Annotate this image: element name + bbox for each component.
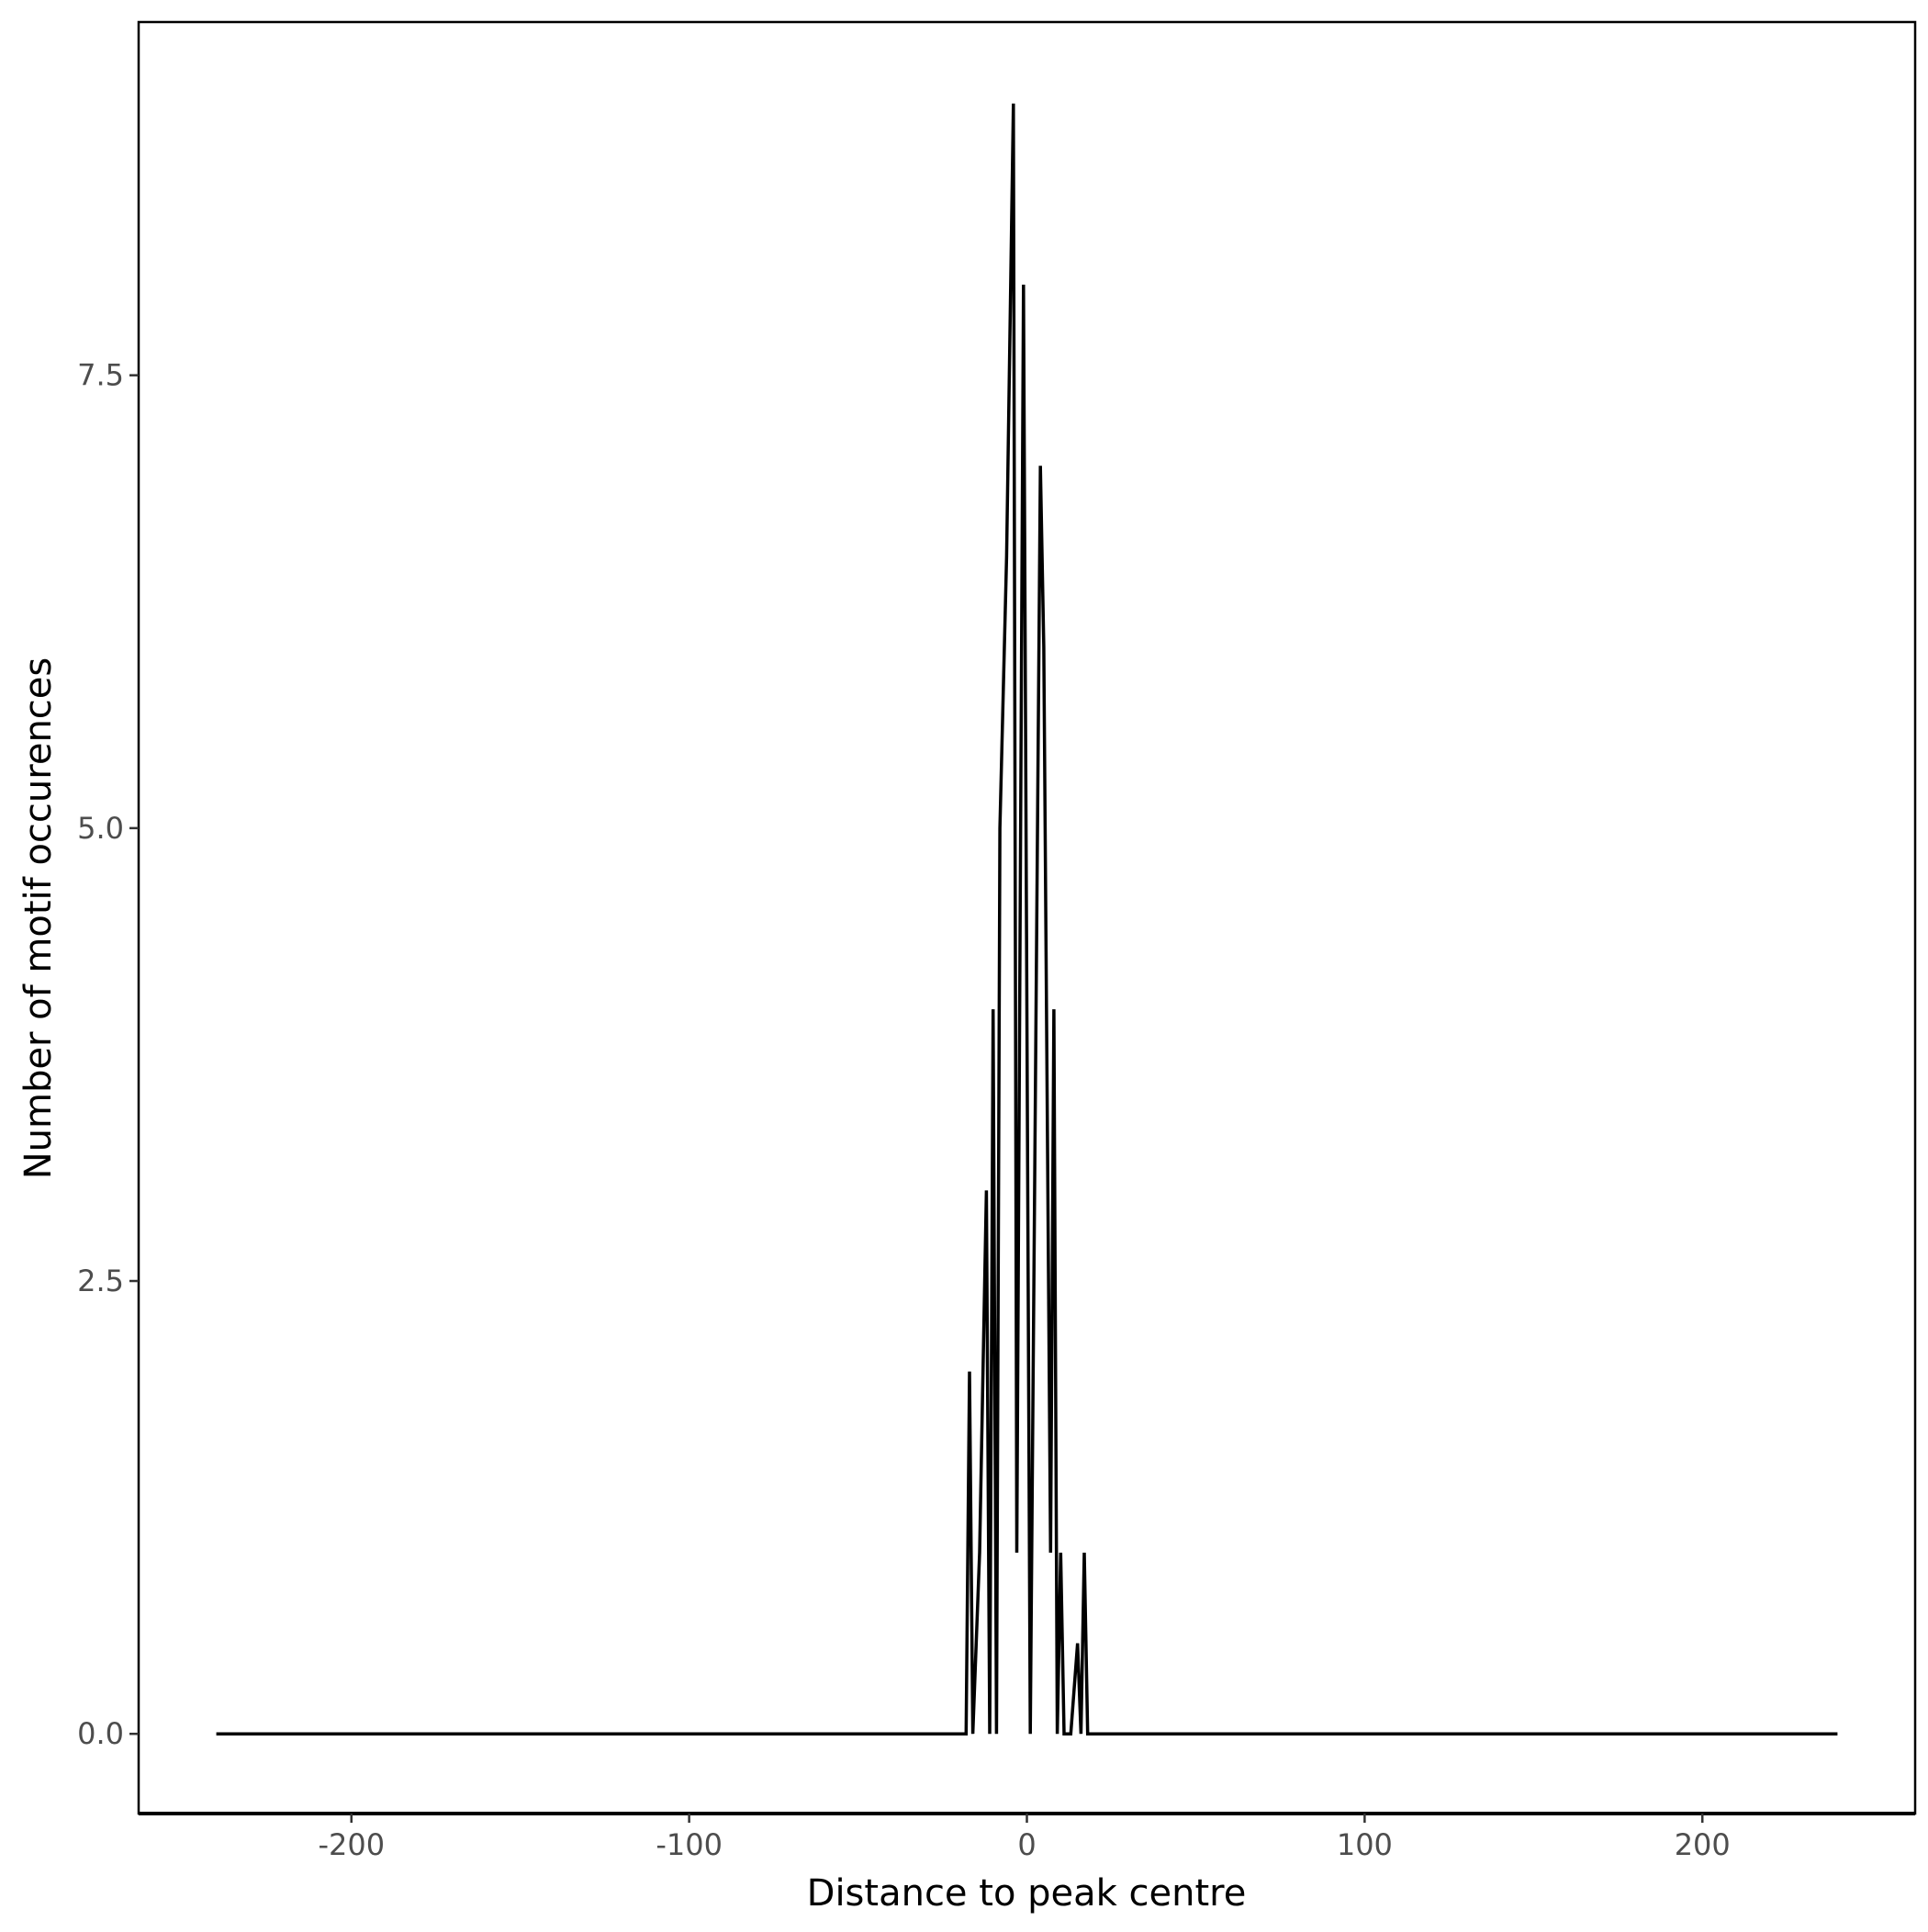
y-tick-label: 0.0 — [77, 1716, 124, 1751]
y-tick-label: 5.0 — [77, 811, 124, 846]
y-tick-label: 7.5 — [77, 358, 124, 393]
x-tick-label: -200 — [318, 1827, 385, 1862]
x-tick-label: -100 — [656, 1827, 723, 1862]
y-tick-label: 2.5 — [77, 1264, 124, 1298]
x-tick-label: 100 — [1337, 1827, 1393, 1862]
series-line — [216, 103, 1838, 1735]
x-tick-label: 0 — [1017, 1827, 1036, 1862]
y-axis: 0.0 2.5 5.0 7.5 — [77, 358, 139, 1751]
x-axis-title: Distance to peak centre — [807, 1872, 1247, 1915]
y-axis-title: Number of motif occurences — [17, 657, 60, 1179]
x-tick-label: 200 — [1675, 1827, 1731, 1862]
x-axis: -200 -100 0 100 200 — [139, 1812, 1915, 1862]
